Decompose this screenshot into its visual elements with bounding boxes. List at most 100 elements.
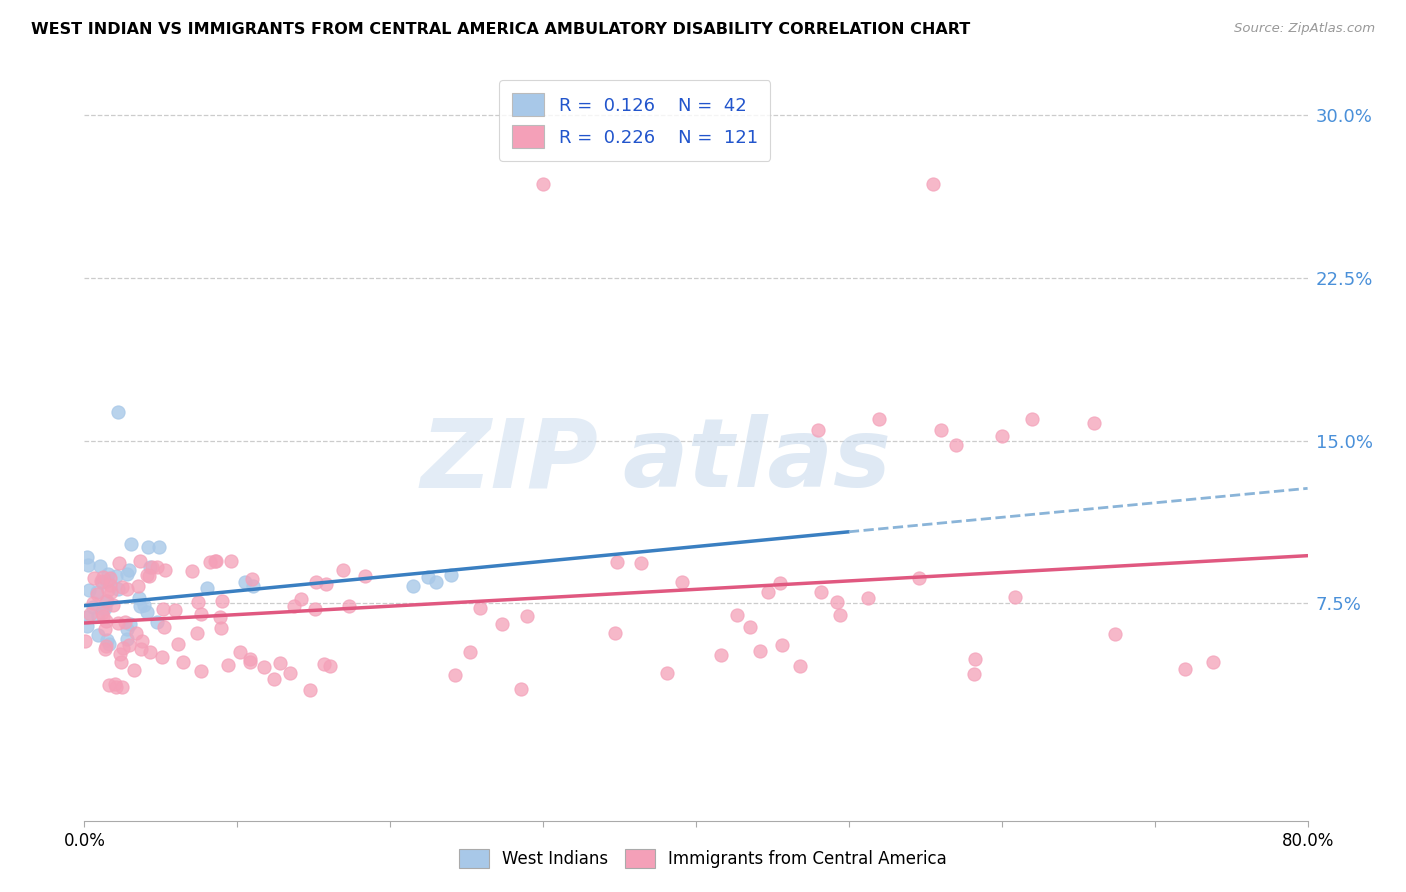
Point xyxy=(908,572,931,586)
Point xyxy=(491,616,513,631)
Point xyxy=(77,558,100,573)
Point xyxy=(110,580,132,594)
Point xyxy=(190,607,212,621)
Point xyxy=(76,610,98,624)
Point xyxy=(468,601,491,615)
Point xyxy=(118,563,141,577)
Point xyxy=(991,429,1014,443)
Point xyxy=(239,652,262,666)
Point xyxy=(1083,416,1105,430)
Point xyxy=(153,563,176,577)
Point xyxy=(86,608,108,623)
Point xyxy=(107,557,129,571)
Point xyxy=(134,599,156,613)
Point xyxy=(112,640,135,655)
Text: atlas: atlas xyxy=(623,415,891,508)
Point xyxy=(83,572,105,586)
Point xyxy=(114,615,136,629)
Point xyxy=(299,682,322,697)
Point xyxy=(107,405,129,419)
Point xyxy=(280,666,302,681)
Point xyxy=(96,594,118,608)
Point xyxy=(94,600,117,615)
Point xyxy=(187,595,209,609)
Point xyxy=(810,585,832,599)
Point xyxy=(82,599,104,614)
Point xyxy=(94,614,117,628)
Point xyxy=(1202,655,1225,669)
Point xyxy=(1004,591,1026,605)
Point xyxy=(148,540,170,554)
Point xyxy=(869,412,891,426)
Point xyxy=(738,620,761,634)
Text: Source: ZipAtlas.com: Source: ZipAtlas.com xyxy=(1234,22,1375,36)
Point xyxy=(283,599,305,613)
Point xyxy=(105,569,128,583)
Point xyxy=(110,655,132,669)
Point xyxy=(86,587,108,601)
Point xyxy=(242,579,264,593)
Point xyxy=(516,609,538,624)
Point xyxy=(332,563,354,577)
Point xyxy=(128,591,150,605)
Point xyxy=(136,606,159,620)
Point xyxy=(91,601,114,615)
Point xyxy=(758,584,780,599)
Point xyxy=(825,595,848,609)
Point xyxy=(97,678,120,692)
Point xyxy=(1104,627,1126,641)
Point xyxy=(671,574,693,589)
Text: WEST INDIAN VS IMMIGRANTS FROM CENTRAL AMERICA AMBULATORY DISABILITY CORRELATION: WEST INDIAN VS IMMIGRANTS FROM CENTRAL A… xyxy=(31,22,970,37)
Point xyxy=(195,581,218,595)
Point xyxy=(98,637,121,651)
Point xyxy=(93,609,115,624)
Point xyxy=(458,645,481,659)
Point xyxy=(146,560,169,574)
Point xyxy=(209,621,232,635)
Point xyxy=(115,582,138,596)
Point xyxy=(111,680,134,694)
Point xyxy=(229,645,252,659)
Point xyxy=(929,423,952,437)
Point xyxy=(96,574,118,589)
Point xyxy=(115,632,138,647)
Point xyxy=(710,648,733,662)
Point xyxy=(145,615,167,629)
Point xyxy=(253,659,276,673)
Point xyxy=(91,607,114,621)
Point xyxy=(217,657,239,672)
Point xyxy=(120,617,142,632)
Point xyxy=(82,596,104,610)
Point xyxy=(770,638,793,652)
Point xyxy=(153,619,176,633)
Point xyxy=(219,554,242,568)
Point xyxy=(205,554,228,568)
Point xyxy=(440,568,463,582)
Point xyxy=(1174,662,1197,676)
Point xyxy=(97,566,120,581)
Point xyxy=(136,540,159,554)
Point xyxy=(304,602,326,616)
Point xyxy=(312,657,335,671)
Legend: West Indians, Immigrants from Central America: West Indians, Immigrants from Central Am… xyxy=(453,842,953,875)
Point xyxy=(107,616,129,631)
Point xyxy=(96,639,118,653)
Point xyxy=(305,574,328,589)
Point xyxy=(79,607,101,621)
Point xyxy=(181,564,204,578)
Point xyxy=(98,578,121,592)
Point xyxy=(510,681,533,696)
Point xyxy=(91,570,114,584)
Point xyxy=(172,655,194,669)
Point xyxy=(98,571,121,585)
Point xyxy=(104,677,127,691)
Point xyxy=(128,599,150,613)
Point xyxy=(97,583,120,598)
Point xyxy=(128,554,150,568)
Point xyxy=(77,583,100,598)
Point xyxy=(76,619,98,633)
Point xyxy=(186,626,208,640)
Point xyxy=(152,602,174,616)
Point xyxy=(204,554,226,568)
Point xyxy=(107,582,129,596)
